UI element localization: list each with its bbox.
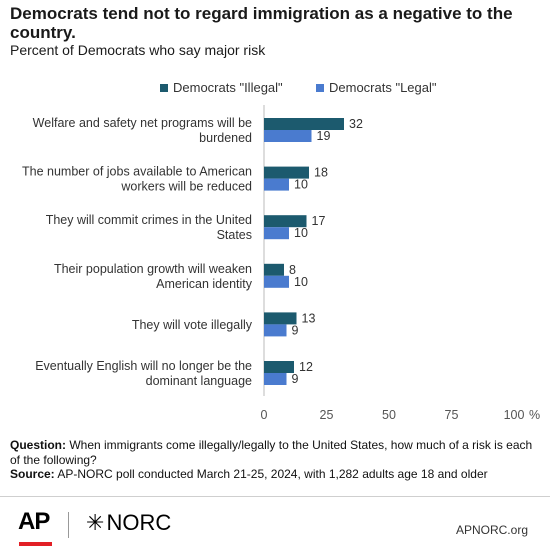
bar-legal xyxy=(264,178,289,191)
legend-item-illegal: Democrats "Illegal" xyxy=(160,80,283,95)
bar-legal xyxy=(264,275,289,288)
bar-legal xyxy=(264,227,289,240)
legend-label-illegal: Democrats "Illegal" xyxy=(173,80,283,95)
site-link[interactable]: APNORC.org xyxy=(455,523,528,537)
category-label-line: Welfare and safety net programs will be xyxy=(33,116,252,130)
chart-title: Democrats tend not to regard immigration… xyxy=(10,4,513,42)
question-text: When immigrants come illegally/legally t… xyxy=(10,438,533,467)
bar-illegal xyxy=(264,215,307,228)
value-label-illegal: 18 xyxy=(314,166,328,180)
x-tick-label: 25 xyxy=(320,408,334,422)
value-label-legal: 10 xyxy=(294,275,308,289)
question-note: Question: When immigrants come illegally… xyxy=(10,438,540,467)
x-tick-label: 0 xyxy=(261,408,268,422)
value-label-illegal: 32 xyxy=(349,117,363,131)
value-label-legal: 10 xyxy=(294,178,308,192)
bar-legal xyxy=(264,373,287,385)
category-label: Eventually English will no longer be the… xyxy=(35,359,252,388)
value-label-legal: 9 xyxy=(292,323,299,337)
logo-divider xyxy=(68,512,69,538)
value-label-legal: 10 xyxy=(294,226,308,240)
footer-divider xyxy=(0,496,550,497)
category-label: They will vote illegally xyxy=(132,318,253,332)
question-label: Question: xyxy=(10,438,66,452)
value-label-legal: 9 xyxy=(292,372,299,386)
category-label-line: The number of jobs available to American xyxy=(22,165,252,179)
category-label: The number of jobs available to American… xyxy=(22,165,252,194)
bar-legal xyxy=(264,130,312,142)
source-note: Source: AP-NORC poll conducted March 21-… xyxy=(10,467,540,482)
x-tick-label: 75 xyxy=(445,408,459,422)
chart-subtitle: Percent of Democrats who say major risk xyxy=(10,42,266,58)
category-label-line: States xyxy=(217,228,252,242)
value-label-illegal: 13 xyxy=(302,311,316,325)
category-label-line: burdened xyxy=(199,131,252,145)
category-label: Their population growth will weaken Ameri… xyxy=(54,262,253,291)
category-label: Welfare and safety net programs will be b… xyxy=(33,116,252,145)
norc-logo: ✳ NORC xyxy=(86,510,171,536)
category-label-line: American identity xyxy=(156,277,253,291)
x-tick-label: 50 xyxy=(382,408,396,422)
ap-logo: AP xyxy=(18,508,50,535)
legend-item-legal: Democrats "Legal" xyxy=(316,80,437,95)
ap-logo-underline xyxy=(19,542,52,546)
category-label-line: Eventually English will no longer be the xyxy=(35,359,252,373)
bar-illegal xyxy=(264,312,297,325)
bar-illegal xyxy=(264,118,344,130)
bar-illegal xyxy=(264,361,294,373)
x-tick-label: 100 xyxy=(504,408,525,422)
value-label-illegal: 8 xyxy=(289,263,296,277)
x-unit-label: % xyxy=(529,408,540,422)
bar-illegal xyxy=(264,166,309,179)
category-label-line: workers will be reduced xyxy=(120,180,252,194)
legend-swatch-legal xyxy=(316,83,324,92)
source-text: AP-NORC poll conducted March 21-25, 2024… xyxy=(54,467,488,481)
chart-notes: Question: When immigrants come illegally… xyxy=(10,438,540,482)
bar-illegal xyxy=(264,263,284,276)
value-label-illegal: 17 xyxy=(312,214,326,228)
legend-label-legal: Democrats "Legal" xyxy=(329,80,437,95)
category-label-line: They will commit crimes in the United xyxy=(46,213,252,227)
bar-legal xyxy=(264,324,287,337)
source-label: Source: xyxy=(10,467,55,481)
value-label-legal: 19 xyxy=(317,129,331,143)
category-label-line: dominant language xyxy=(146,374,252,388)
value-label-illegal: 12 xyxy=(299,360,313,374)
norc-star-icon: ✳ xyxy=(86,510,105,535)
bar-chart: Welfare and safety net programs will be b… xyxy=(22,105,540,422)
norc-logo-text: NORC xyxy=(106,510,172,535)
category-label: They will commit crimes in the United Sta… xyxy=(46,213,252,242)
category-label-line: Their population growth will weaken xyxy=(54,262,252,276)
legend-swatch-illegal xyxy=(160,83,168,92)
category-label-line: They will vote illegally xyxy=(132,318,253,332)
